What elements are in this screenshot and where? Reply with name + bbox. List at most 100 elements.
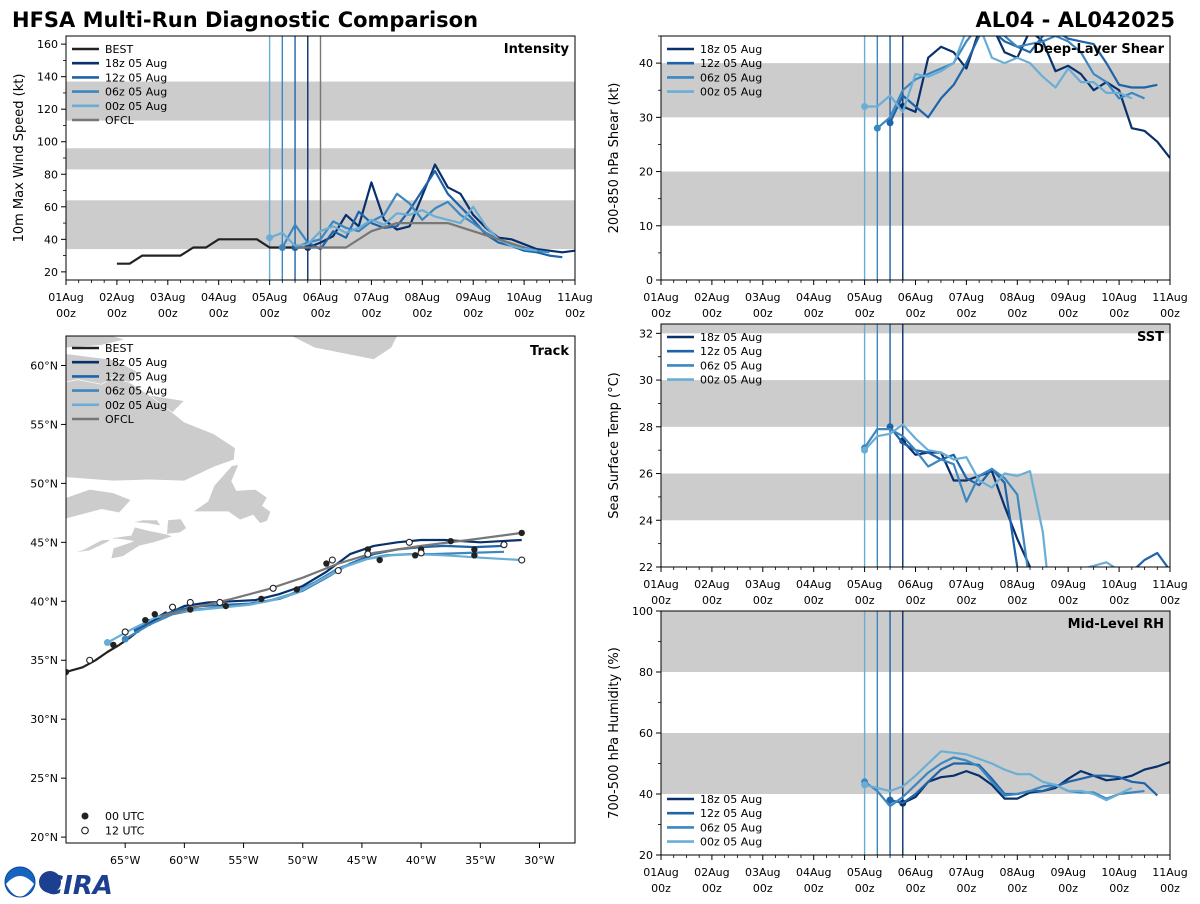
sst-series-line bbox=[863, 423, 1115, 567]
track-ytick-label: 60°N bbox=[30, 359, 58, 372]
sst-xtick-sublabel: 00z bbox=[804, 594, 824, 607]
rh-series-group bbox=[861, 750, 1170, 808]
track-marker-12utc bbox=[269, 584, 277, 592]
shear-xtick-label: 09Aug bbox=[1050, 291, 1085, 304]
intensity-ytick-label: 140 bbox=[37, 71, 58, 84]
intensity-xtick-label: 03Aug bbox=[150, 291, 185, 304]
sst-panel-title: SST bbox=[1137, 330, 1164, 345]
rh-xtick-sublabel: 00z bbox=[651, 882, 671, 895]
intensity-series-start-dot bbox=[266, 234, 274, 242]
sst-xtick-label: 07Aug bbox=[949, 578, 984, 591]
track-xtick-label: 60°W bbox=[169, 854, 199, 867]
intensity-ytick-label: 120 bbox=[37, 103, 58, 116]
track-marker-00utc bbox=[222, 602, 230, 610]
rh-ytick-label: 20 bbox=[639, 849, 653, 862]
intensity-xtick-sublabel: 00z bbox=[412, 307, 432, 320]
intensity-ytick-label: 100 bbox=[37, 136, 58, 149]
rh-ytick-label: 60 bbox=[639, 727, 653, 740]
marker-legend-00utc-label: 00 UTC bbox=[105, 810, 145, 823]
track-xtick-label: 40°W bbox=[406, 854, 436, 867]
track-panel-title: Track bbox=[530, 344, 569, 359]
intensity-xtick-label: 08Aug bbox=[405, 291, 440, 304]
sst-series-line bbox=[901, 440, 1032, 567]
track-marker-12utc bbox=[168, 603, 177, 611]
sst-band-0 bbox=[661, 473, 1170, 521]
shear-series-line bbox=[864, 36, 1133, 114]
track-start-dot bbox=[121, 635, 129, 643]
track-line bbox=[106, 552, 522, 644]
shear-xtick-sublabel: 00z bbox=[957, 307, 977, 320]
sst-xtick-label: 03Aug bbox=[745, 578, 780, 591]
sst-xtick-label: 01Aug bbox=[643, 578, 678, 591]
intensity-xtick-label: 11Aug bbox=[557, 291, 592, 304]
cira-logo-text: CIRA bbox=[44, 871, 113, 900]
shear-xtick-label: 04Aug bbox=[796, 291, 831, 304]
sst-xtick-sublabel: 00z bbox=[1160, 594, 1180, 607]
sst-panel: 22 24 26 28 30 32 01Aug 00z 02Aug 00z 03Aug 00z 04Au… bbox=[607, 323, 1188, 607]
rh-xtick-sublabel: 00z bbox=[1007, 882, 1027, 895]
track-marker-12utc bbox=[518, 556, 526, 564]
rh-xtick-label: 01Aug bbox=[643, 866, 678, 879]
shear-xtick-label: 08Aug bbox=[1000, 291, 1035, 304]
rh-xtick-label: 09Aug bbox=[1050, 866, 1085, 879]
sst-xtick-label: 06Aug bbox=[898, 578, 933, 591]
sst-ylabel: Sea Surface Temp (°C) bbox=[607, 372, 622, 519]
shear-ytick-label: 40 bbox=[639, 57, 653, 70]
sst-xtick-sublabel: 00z bbox=[1058, 594, 1078, 607]
sst-xtick-sublabel: 00z bbox=[906, 594, 926, 607]
sst-series-start-dot bbox=[861, 446, 869, 454]
rh-series-start-dot bbox=[861, 781, 869, 789]
track-ytick-label: 30°N bbox=[30, 713, 58, 726]
shear-ylabel: 200-850 hPa Shear (kt) bbox=[607, 83, 622, 234]
intensity-xtick-sublabel: 00z bbox=[463, 307, 483, 320]
sst-ytick-label: 24 bbox=[639, 514, 653, 527]
rh-series-start-dot bbox=[886, 796, 894, 804]
rh-xtick-label: 06Aug bbox=[898, 866, 933, 879]
track-ytick-label: 40°N bbox=[30, 595, 58, 608]
shear-legend-label: 06z 05 Aug bbox=[700, 71, 762, 84]
shear-ytick-label: 30 bbox=[639, 111, 653, 124]
intensity-xtick-label: 02Aug bbox=[99, 291, 134, 304]
rh-ylabel: 700-500 hPa Humidity (%) bbox=[607, 647, 622, 819]
track-line bbox=[148, 538, 522, 624]
sst-xtick-label: 11Aug bbox=[1152, 578, 1187, 591]
track-marker-12utc bbox=[417, 549, 425, 557]
sst-ytick-label: 32 bbox=[639, 327, 653, 340]
intensity-xtick-sublabel: 00z bbox=[311, 307, 331, 320]
shear-xtick-sublabel: 00z bbox=[1058, 307, 1078, 320]
track-legend-label: BEST bbox=[105, 342, 133, 355]
sst-ytick-label: 28 bbox=[639, 421, 653, 434]
rh-xtick-sublabel: 00z bbox=[855, 882, 875, 895]
land-mass bbox=[290, 336, 398, 360]
sst-xtick-label: 10Aug bbox=[1101, 578, 1136, 591]
track-marker-00utc bbox=[187, 606, 194, 613]
shear-legend-label: 00z 05 Aug bbox=[700, 86, 762, 99]
sst-xtick-sublabel: 00z bbox=[1109, 594, 1129, 607]
rh-series-line bbox=[864, 750, 1133, 802]
shear-ytick-label: 20 bbox=[639, 166, 653, 179]
sst-xtick-label: 05Aug bbox=[847, 578, 882, 591]
rh-xtick-sublabel: 00z bbox=[702, 882, 722, 895]
track-ytick-label: 35°N bbox=[30, 654, 58, 667]
intensity-legend-label: 06z 05 Aug bbox=[105, 86, 167, 99]
intensity-legend-label: 18z 05 Aug bbox=[105, 57, 167, 70]
sst-series-group bbox=[861, 423, 1169, 567]
track-legend-label: 12z 05 Aug bbox=[105, 370, 167, 383]
sst-xtick-label: 09Aug bbox=[1050, 578, 1085, 591]
rh-panel: 20 40 60 80 100 01Aug 00z 02Aug 00z 03Aug 00z 04Aug… bbox=[607, 605, 1188, 895]
shear-xtick-label: 06Aug bbox=[898, 291, 933, 304]
sst-series-line bbox=[889, 426, 1169, 567]
shear-xtick-sublabel: 00z bbox=[906, 307, 926, 320]
intensity-xtick-sublabel: 00z bbox=[56, 307, 76, 320]
intensity-ylabel: 10m Max Wind Speed (kt) bbox=[12, 74, 27, 243]
track-marker-00utc bbox=[447, 537, 454, 545]
track-marker-12utc bbox=[186, 598, 194, 607]
rh-legend-label: 00z 05 Aug bbox=[700, 836, 762, 849]
rh-xtick-label: 08Aug bbox=[1000, 866, 1035, 879]
intensity-xtick-label: 04Aug bbox=[201, 291, 236, 304]
intensity-ytick-label: 40 bbox=[44, 233, 58, 246]
track-ytick-label: 45°N bbox=[30, 536, 58, 549]
intensity-xtick-label: 06Aug bbox=[303, 291, 338, 304]
track-legend-label: 06z 05 Aug bbox=[105, 385, 167, 398]
